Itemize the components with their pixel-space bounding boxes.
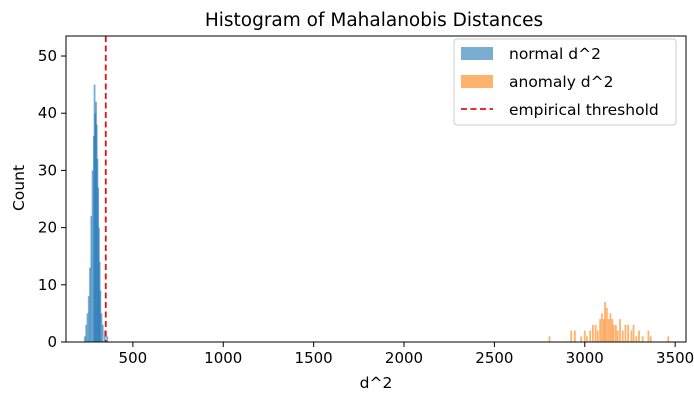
bar-normal	[85, 324, 88, 342]
x-tick-label: 3000	[566, 349, 604, 367]
bar-anomaly	[649, 336, 652, 342]
legend: normal d^2 anomaly d^2 empirical thresho…	[453, 38, 677, 126]
legend-frame	[453, 38, 677, 126]
x-tick-label: 1500	[295, 349, 333, 367]
y-tick-label: 50	[38, 47, 57, 65]
bar-anomaly	[592, 324, 594, 342]
bar-anomaly	[599, 319, 602, 342]
bar-anomaly	[667, 336, 670, 342]
x-tick-label: 2500	[475, 349, 513, 367]
bar-normal	[90, 216, 93, 342]
bar-anomaly	[605, 307, 608, 342]
x-tick-label: 2000	[385, 349, 423, 367]
bar-normal	[91, 170, 94, 342]
bar-anomaly	[627, 324, 630, 342]
bar-normal	[103, 330, 106, 342]
bar-anomaly	[621, 330, 624, 342]
axes: 500 1000 1500 2000 2500 3000 3500 0 10 20 30 40 50	[38, 35, 694, 367]
plot-bars	[84, 84, 670, 343]
bar-normal	[89, 267, 91, 342]
bar-anomaly	[612, 324, 615, 342]
legend-label-anomaly: anomaly d^2	[509, 73, 614, 91]
y-tick-label: 30	[38, 161, 57, 179]
y-axis-label: Count	[10, 165, 28, 211]
legend-swatch-anomaly	[461, 75, 493, 88]
bar-anomaly	[614, 324, 617, 342]
bar-anomaly	[635, 336, 638, 342]
bar-anomaly	[607, 319, 610, 342]
bar-anomaly	[596, 330, 599, 342]
x-axis-label: d^2	[360, 374, 393, 392]
bar-normal	[100, 313, 103, 342]
bar-anomaly	[583, 330, 586, 342]
bar-normal	[86, 313, 89, 342]
bar-normal	[99, 290, 102, 342]
bar-anomaly	[594, 324, 597, 342]
y-tick-label: 10	[38, 276, 57, 294]
legend-label-normal: normal d^2	[509, 45, 601, 63]
bar-anomaly	[641, 336, 644, 342]
bar-normal	[106, 336, 109, 342]
bar-anomaly	[638, 330, 640, 342]
bar-anomaly	[630, 330, 633, 342]
bar-anomaly	[586, 336, 588, 342]
bar-anomaly	[580, 336, 583, 342]
bar-normal	[84, 336, 86, 342]
bar-anomaly	[611, 319, 614, 342]
bar-anomaly	[570, 330, 573, 342]
bar-anomaly	[609, 313, 612, 342]
bar-anomaly	[632, 324, 635, 342]
legend-label-threshold: empirical threshold	[509, 101, 659, 119]
x-tick-label: 500	[119, 349, 148, 367]
y-tick-label: 0	[47, 333, 57, 351]
bar-anomaly	[601, 313, 603, 342]
bar-anomaly	[616, 330, 619, 342]
bar-normal	[101, 324, 104, 342]
bar-anomaly	[647, 330, 650, 342]
y-tick-label: 40	[38, 104, 57, 122]
chart-title: Histogram of Mahalanobis Distances	[205, 10, 543, 31]
bar-anomaly	[619, 319, 621, 342]
bar-anomaly	[602, 319, 605, 342]
x-tick-label: 1000	[204, 349, 242, 367]
bar-anomaly	[589, 330, 592, 342]
y-tick-label: 20	[38, 219, 57, 237]
bar-normal	[87, 296, 90, 342]
bar-anomaly	[548, 336, 551, 342]
bar-anomaly	[604, 301, 606, 342]
axes-frame	[65, 35, 687, 343]
legend-swatch-normal	[461, 47, 493, 60]
bar-anomaly	[573, 330, 576, 342]
x-tick-label: 3500	[656, 349, 694, 367]
bar-anomaly	[624, 324, 627, 342]
